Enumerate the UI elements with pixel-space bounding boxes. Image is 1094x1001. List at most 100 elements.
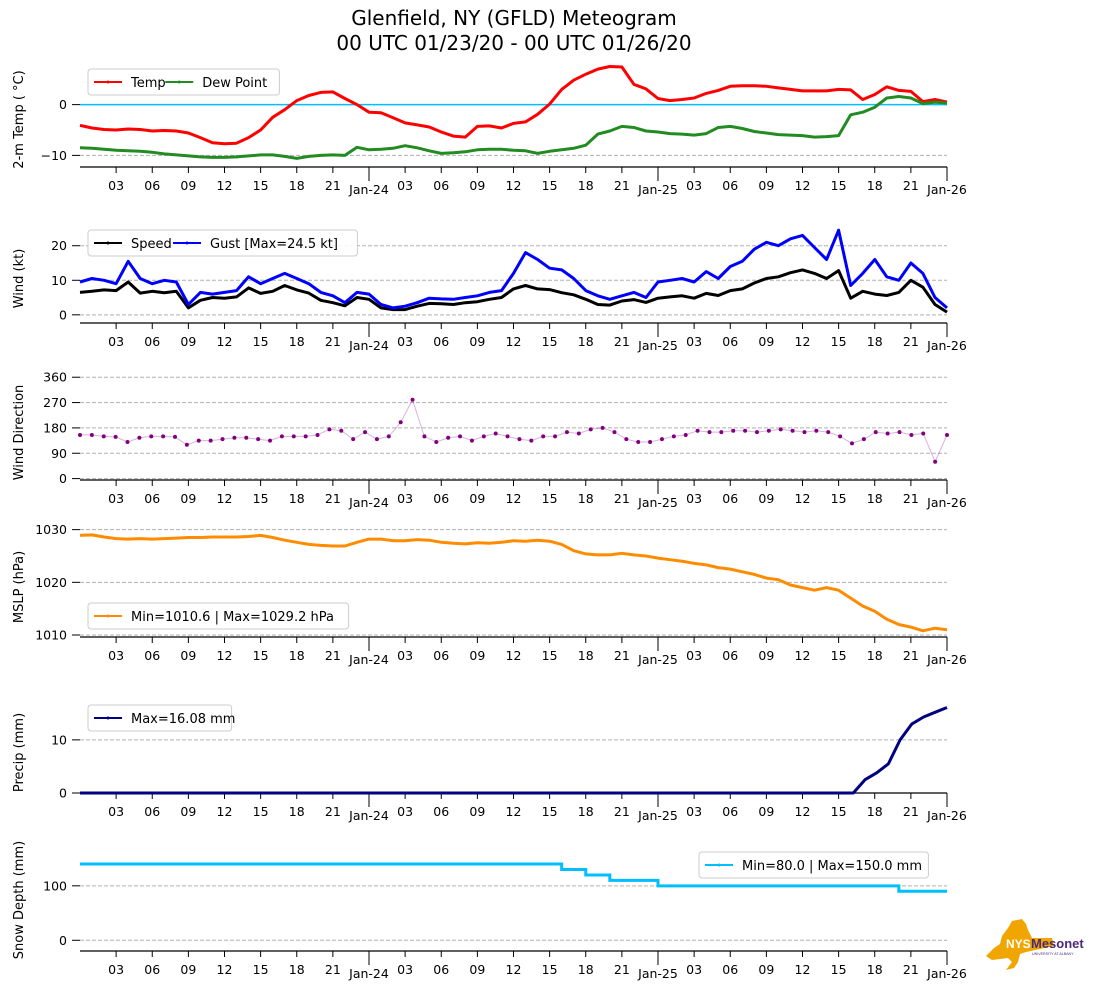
x-tick-label: 18 bbox=[578, 334, 594, 349]
series-line-min-1010-6-max-1029-2-hpa bbox=[79, 533, 948, 633]
x-tick-label: 03 bbox=[397, 334, 413, 349]
legend-label: Min=80.0 | Max=150.0 mm bbox=[742, 859, 922, 874]
legend: Min=1010.6 | Max=1029.2 hPa bbox=[87, 602, 350, 630]
data-point-wdir bbox=[576, 431, 581, 436]
legend-marker bbox=[185, 241, 189, 245]
x-tick-label: 09 bbox=[180, 962, 196, 977]
x-tick-label: Jan-24 bbox=[348, 338, 389, 353]
x-tick-label: Jan-25 bbox=[637, 495, 678, 510]
x-tick-label: 12 bbox=[217, 334, 233, 349]
x-tick-label: 09 bbox=[758, 178, 774, 193]
x-tick-label: 06 bbox=[722, 648, 738, 663]
x-tick-label: 12 bbox=[506, 178, 522, 193]
x-tick-label: 09 bbox=[180, 804, 196, 819]
x-tick-label: 03 bbox=[686, 648, 702, 663]
logo-sub-text: UNIVERSITY AT ALBANY bbox=[1032, 952, 1074, 956]
y-tick-label: 0 bbox=[59, 786, 67, 801]
x-tick-label: 15 bbox=[253, 178, 269, 193]
logo-state-text: NYS bbox=[1006, 937, 1031, 951]
x-tick-label: Jan-25 bbox=[637, 966, 678, 981]
data-point-wdir bbox=[731, 428, 736, 433]
legend-marker bbox=[717, 863, 721, 867]
x-tick-label: 09 bbox=[469, 491, 485, 506]
x-tick-label: 12 bbox=[795, 962, 811, 977]
legend-label: Gust [Max=24.5 kt] bbox=[210, 237, 338, 252]
data-point-wdir bbox=[695, 428, 700, 433]
y-tick-label: 1020 bbox=[35, 575, 67, 590]
x-tick-label: Jan-26 bbox=[926, 808, 967, 823]
x-tick-label: 15 bbox=[831, 648, 847, 663]
x-tick-label: Jan-24 bbox=[348, 808, 389, 823]
x-tick-label: 06 bbox=[722, 178, 738, 193]
legend-box bbox=[698, 851, 929, 879]
y-tick-label: 10 bbox=[51, 273, 67, 288]
data-point-wdir bbox=[101, 434, 106, 439]
data-point-wdir bbox=[351, 437, 356, 442]
data-point-wdir bbox=[410, 397, 415, 402]
x-tick-label: 09 bbox=[180, 648, 196, 663]
x-tick-label: 03 bbox=[108, 178, 124, 193]
x-tick-label: 12 bbox=[217, 648, 233, 663]
data-point-wdir bbox=[374, 437, 379, 442]
data-point-wdir bbox=[778, 427, 783, 432]
data-point-wdir bbox=[743, 428, 748, 433]
data-point-wdir bbox=[814, 428, 819, 433]
x-tick-label: 21 bbox=[614, 178, 630, 193]
chart-title-line1: Glenfield, NY (GFLD) Meteogram bbox=[351, 6, 677, 30]
x-tick-label: 06 bbox=[722, 491, 738, 506]
x-tick-label: 18 bbox=[289, 962, 305, 977]
data-point-wdir bbox=[398, 420, 403, 425]
x-tick-label: 18 bbox=[578, 491, 594, 506]
y-axis-title: Snow Depth (mm) bbox=[12, 841, 27, 959]
legend-marker bbox=[106, 716, 110, 720]
data-point-wdir bbox=[600, 425, 605, 430]
x-tick-label: 12 bbox=[506, 334, 522, 349]
x-tick-label: 06 bbox=[144, 334, 160, 349]
x-tick-label: 18 bbox=[578, 178, 594, 193]
x-tick-label: 12 bbox=[506, 804, 522, 819]
x-tick-label: 18 bbox=[289, 491, 305, 506]
data-point-wdir bbox=[89, 432, 94, 437]
data-point-wdir bbox=[553, 434, 558, 439]
legend-box bbox=[87, 704, 233, 732]
data-point-wdir bbox=[921, 431, 926, 436]
x-tick-label: 09 bbox=[469, 178, 485, 193]
x-tick-label: 06 bbox=[144, 491, 160, 506]
data-point-wdir bbox=[541, 434, 546, 439]
data-point-wdir bbox=[671, 434, 676, 439]
data-point-wdir bbox=[802, 430, 807, 435]
x-tick-label: Jan-24 bbox=[348, 182, 389, 197]
data-point-wdir bbox=[208, 438, 213, 443]
data-point-wdir bbox=[327, 427, 332, 432]
x-tick-label: 21 bbox=[903, 491, 919, 506]
x-tick-label: 15 bbox=[542, 491, 558, 506]
x-tick-label: 21 bbox=[903, 804, 919, 819]
data-point-wdir bbox=[125, 439, 130, 444]
data-point-wdir bbox=[458, 434, 463, 439]
legend-marker bbox=[106, 241, 110, 245]
data-point-wdir bbox=[659, 437, 664, 442]
data-point-wdir bbox=[588, 427, 593, 432]
legend-label: Speed bbox=[131, 237, 172, 252]
x-tick-label: Jan-24 bbox=[348, 495, 389, 510]
x-tick-label: Jan-25 bbox=[637, 652, 678, 667]
x-tick-label: 12 bbox=[217, 962, 233, 977]
x-tick-label: 06 bbox=[433, 491, 449, 506]
x-tick-label: 15 bbox=[253, 491, 269, 506]
series-line-dew-point bbox=[79, 95, 948, 160]
legend-box bbox=[87, 602, 350, 630]
x-tick-label: 03 bbox=[686, 962, 702, 977]
x-tick-label: 09 bbox=[758, 804, 774, 819]
x-tick-label: 18 bbox=[578, 804, 594, 819]
y-tick-label: 270 bbox=[43, 395, 67, 410]
x-tick-label: 21 bbox=[325, 178, 341, 193]
data-point-wdir bbox=[173, 434, 178, 439]
series-line-temp bbox=[79, 65, 948, 146]
x-tick-label: 15 bbox=[542, 334, 558, 349]
data-point-wdir bbox=[78, 432, 82, 437]
x-tick-label: 21 bbox=[325, 334, 341, 349]
x-tick-label: 06 bbox=[144, 648, 160, 663]
legend-label: Temp bbox=[130, 76, 166, 91]
x-tick-label: Jan-26 bbox=[926, 495, 967, 510]
